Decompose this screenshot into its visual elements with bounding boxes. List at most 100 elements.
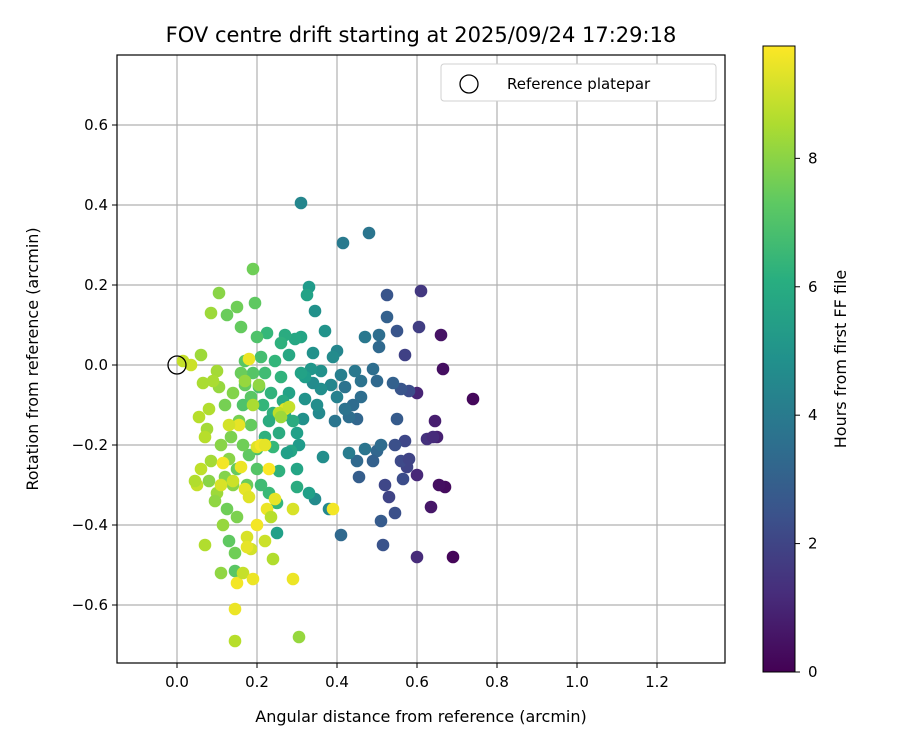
data-point (268, 492, 282, 506)
data-point (290, 426, 304, 440)
data-point (194, 348, 208, 362)
data-point (434, 328, 448, 342)
data-point (436, 362, 450, 376)
data-point (380, 310, 394, 324)
y-tick-label: 0.6 (84, 116, 108, 134)
data-point (290, 462, 304, 476)
data-point (298, 392, 312, 406)
data-point (378, 478, 392, 492)
data-point (338, 402, 352, 416)
data-point (348, 364, 362, 378)
data-point (334, 528, 348, 542)
data-point (390, 412, 404, 426)
data-point (238, 374, 252, 388)
x-tick-label: 1.0 (565, 673, 589, 691)
reference-platepar-marker (167, 355, 187, 375)
data-point (386, 376, 400, 390)
data-point (446, 550, 460, 564)
data-point (202, 402, 216, 416)
data-point (432, 478, 446, 492)
colorbar-tick-label: 8 (808, 149, 818, 167)
data-point (336, 236, 350, 250)
data-point (188, 474, 202, 488)
data-point (296, 412, 310, 426)
data-point (218, 398, 232, 412)
data-point (264, 386, 278, 400)
data-point (390, 324, 404, 338)
legend: Reference platepar (440, 63, 717, 102)
data-point (246, 366, 260, 380)
data-point (262, 462, 276, 476)
data-point (354, 374, 368, 388)
data-point (358, 330, 372, 344)
data-point (374, 438, 388, 452)
data-point (282, 348, 296, 362)
data-point (204, 454, 218, 468)
data-point (264, 510, 278, 524)
data-point (262, 414, 276, 428)
data-point (376, 538, 390, 552)
data-point (292, 630, 306, 644)
data-point (396, 472, 410, 486)
data-point (208, 494, 222, 508)
data-point (414, 284, 428, 298)
data-point (222, 418, 236, 432)
x-tick-label: 0.4 (325, 673, 349, 691)
colorbar (762, 45, 796, 673)
data-point (358, 442, 372, 456)
data-point (342, 446, 356, 460)
data-point (260, 326, 274, 340)
data-point (212, 286, 226, 300)
data-point (250, 518, 264, 532)
data-point (244, 418, 258, 432)
data-point (398, 348, 412, 362)
x-tick-label: 0.2 (245, 673, 269, 691)
data-point (270, 526, 284, 540)
y-tick-label: −0.2 (72, 436, 108, 454)
data-point (288, 332, 302, 346)
data-point (370, 374, 384, 388)
chart-title: FOV centre drift starting at 2025/09/24 … (166, 23, 677, 47)
data-point (254, 478, 268, 492)
data-point (250, 330, 264, 344)
data-point (250, 462, 264, 476)
data-point (196, 376, 210, 390)
data-point (326, 502, 340, 516)
data-points (167, 196, 480, 648)
data-point (252, 378, 266, 392)
data-point (226, 474, 240, 488)
data-point (310, 398, 324, 412)
data-point (294, 196, 308, 210)
x-axis-ticks: 0.0 0.2 0.4 0.6 0.8 1.0 1.2 (165, 663, 669, 691)
data-point (382, 490, 396, 504)
data-point (398, 434, 412, 448)
y-tick-label: −0.4 (72, 516, 108, 534)
data-point (300, 288, 314, 302)
data-point (372, 340, 386, 354)
data-point (316, 450, 330, 464)
data-point (306, 346, 320, 360)
data-point (388, 506, 402, 520)
data-point (242, 352, 256, 366)
data-point (372, 328, 386, 342)
data-point (206, 374, 220, 388)
x-tick-label: 0.8 (485, 673, 509, 691)
data-point (334, 368, 348, 382)
data-point (192, 410, 206, 424)
data-point (410, 550, 424, 564)
data-point (424, 500, 438, 514)
data-point (246, 572, 260, 586)
data-point (222, 534, 236, 548)
data-point (428, 414, 442, 428)
data-point (198, 538, 212, 552)
data-point (240, 530, 254, 544)
grid (117, 55, 725, 663)
data-point (194, 462, 208, 476)
x-axis-label: Angular distance from reference (arcmin) (255, 707, 586, 726)
data-point (258, 534, 272, 548)
data-point (216, 456, 230, 470)
data-point (246, 262, 260, 276)
data-point (234, 320, 248, 334)
data-point (228, 634, 242, 648)
data-point (216, 518, 230, 532)
